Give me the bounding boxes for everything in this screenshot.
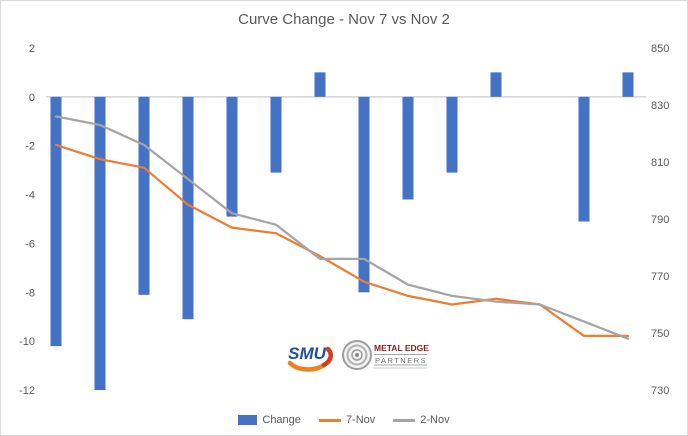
legend-label-7nov: 7-Nov <box>345 414 376 426</box>
right-axis-tick-label: 790 <box>651 214 669 226</box>
metal-edge-partners-logo: METAL EDGE PARTNERS <box>342 340 429 370</box>
bar-change <box>314 72 326 97</box>
left-axis-tick-label: -2 <box>25 141 35 153</box>
chart-legend: Change 7-Nov 2-Nov <box>1 414 687 426</box>
bar-change <box>50 96 62 347</box>
right-axis-tick-label: 810 <box>651 157 669 169</box>
bar-change <box>446 96 458 173</box>
bar-change <box>226 96 238 217</box>
right-axis-tick-label: 750 <box>651 328 669 340</box>
left-axis-tick-label: -8 <box>25 287 35 299</box>
legend-swatch-7nov <box>318 418 341 422</box>
legend-item-change[interactable]: Change <box>238 414 301 426</box>
legend-item-2nov[interactable]: 2-Nov <box>393 414 450 426</box>
legend-item-7nov[interactable]: 7-Nov <box>318 414 376 426</box>
bar-change <box>138 96 150 295</box>
left-axis-tick-label: -12 <box>19 385 35 397</box>
steel-coil-ring <box>351 349 363 361</box>
bar-change <box>94 96 106 391</box>
right-axis-tick-label: 830 <box>651 100 669 112</box>
left-axis-tick-label: -6 <box>25 238 35 250</box>
bar-change <box>622 72 634 97</box>
bar-change <box>490 72 502 97</box>
legend-label-2nov: 2-Nov <box>420 414 450 426</box>
line-2-nov <box>54 115 630 340</box>
metal-edge-text: METAL EDGE <box>374 343 429 353</box>
legend-label-change: Change <box>262 414 301 426</box>
partners-text: PARTNERS <box>375 356 427 365</box>
chart-title: Curve Change - Nov 7 vs Nov 2 <box>238 11 450 28</box>
right-axis-tick-label: 850 <box>651 43 669 55</box>
smu-swoosh-orange-icon <box>287 360 327 372</box>
logos-row: SMU METAL EDGE PARTNERS <box>281 332 429 378</box>
bar-change <box>578 96 590 222</box>
steel-coil-center <box>355 353 359 357</box>
smu-logo-text: SMU <box>288 344 327 363</box>
steel-coil-ring <box>346 344 368 366</box>
legend-swatch-2nov <box>393 418 416 422</box>
right-axis-tick-label: 770 <box>651 271 669 283</box>
bar-change <box>402 96 414 200</box>
legend-swatch-change <box>238 415 258 425</box>
left-axis-tick-label: 2 <box>29 43 35 55</box>
left-axis-tick-label: 0 <box>29 92 35 104</box>
bar-change <box>182 96 194 320</box>
right-axis-tick-label: 730 <box>651 385 669 397</box>
left-axis-tick-label: -4 <box>25 190 35 202</box>
smu-swoosh-red-icon <box>321 346 333 368</box>
smu-logo: SMU <box>287 344 333 372</box>
left-axis-tick-label: -10 <box>19 336 35 348</box>
bar-change <box>270 96 282 173</box>
bar-change <box>358 96 370 293</box>
